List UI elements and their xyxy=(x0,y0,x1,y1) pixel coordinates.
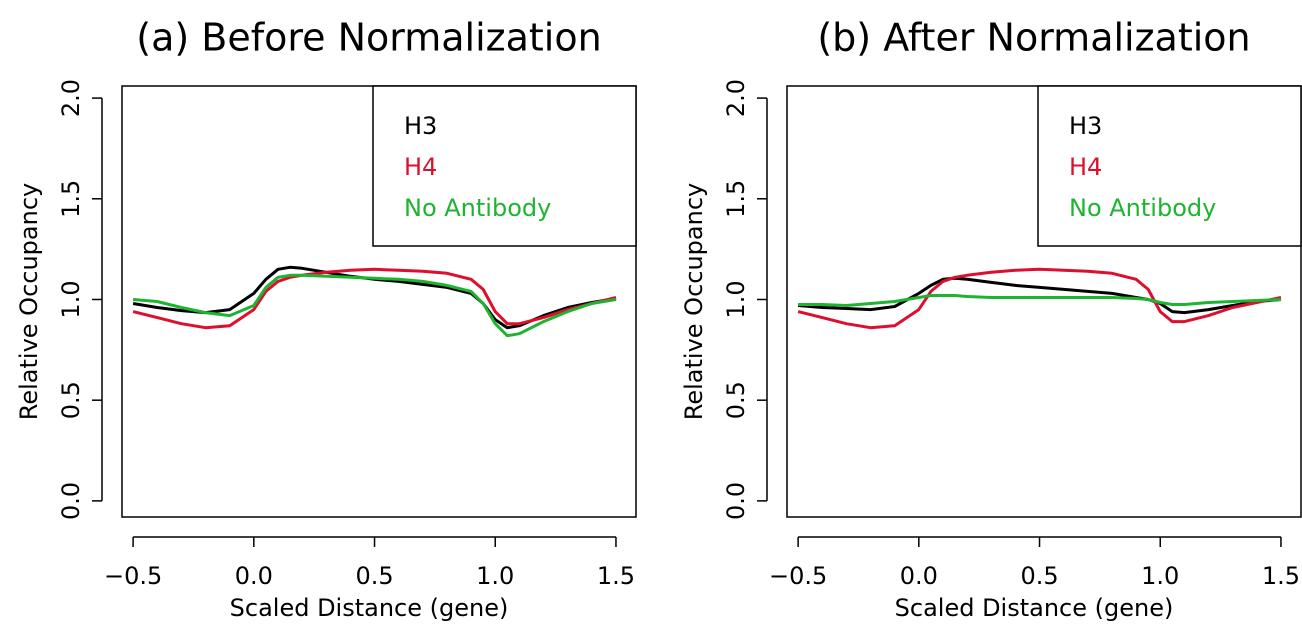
x-tick-label: 1.0 xyxy=(1141,562,1179,590)
y-tick-label: 1.0 xyxy=(57,280,85,318)
x-tick-label: 1.0 xyxy=(476,562,514,590)
y-axis-label: Relative Occupancy xyxy=(15,183,43,420)
series-line xyxy=(798,294,1282,307)
y-tick-label: 1.5 xyxy=(57,180,85,218)
y-tick-label: 0.0 xyxy=(722,482,750,520)
x-tick-label: −0.5 xyxy=(104,562,162,590)
x-tick-label: 0.5 xyxy=(355,562,393,590)
x-tick-label: 1.5 xyxy=(597,562,635,590)
y-axis-label: Relative Occupancy xyxy=(680,183,708,420)
legend-box xyxy=(372,85,637,247)
series-line xyxy=(132,267,617,330)
y-tick-label: 0.5 xyxy=(57,381,85,419)
y-tick-label: 0.0 xyxy=(57,482,85,520)
x-tick-label: −0.5 xyxy=(769,562,827,590)
y-tick-label: 2.0 xyxy=(57,79,85,117)
legend-entry: H3 xyxy=(404,112,437,140)
legend-entry: H4 xyxy=(1069,153,1102,181)
legend-entry: H4 xyxy=(404,153,437,181)
x-axis-label: Scaled Distance (gene) xyxy=(895,594,1174,622)
x-tick-label: 0.0 xyxy=(235,562,273,590)
chart-title: (a) Before Normalization xyxy=(136,16,601,60)
chart-title: (b) After Normalization xyxy=(817,16,1250,60)
y-tick-label: 1.0 xyxy=(722,280,750,318)
y-tick-label: 0.5 xyxy=(722,381,750,419)
x-tick-label: 1.5 xyxy=(1262,562,1300,590)
legend-entry: No Antibody xyxy=(404,194,551,222)
y-tick-label: 2.0 xyxy=(722,79,750,117)
legend-entry: No Antibody xyxy=(1069,194,1216,222)
x-axis-label: Scaled Distance (gene) xyxy=(230,594,509,622)
legend-entry: H3 xyxy=(1069,112,1102,140)
series-line xyxy=(797,267,1282,330)
series-line xyxy=(132,273,617,338)
legend-box xyxy=(1037,85,1302,247)
series-line xyxy=(797,276,1282,315)
x-tick-label: 0.5 xyxy=(1020,562,1058,590)
y-tick-label: 1.5 xyxy=(722,180,750,218)
x-tick-label: 0.0 xyxy=(900,562,938,590)
